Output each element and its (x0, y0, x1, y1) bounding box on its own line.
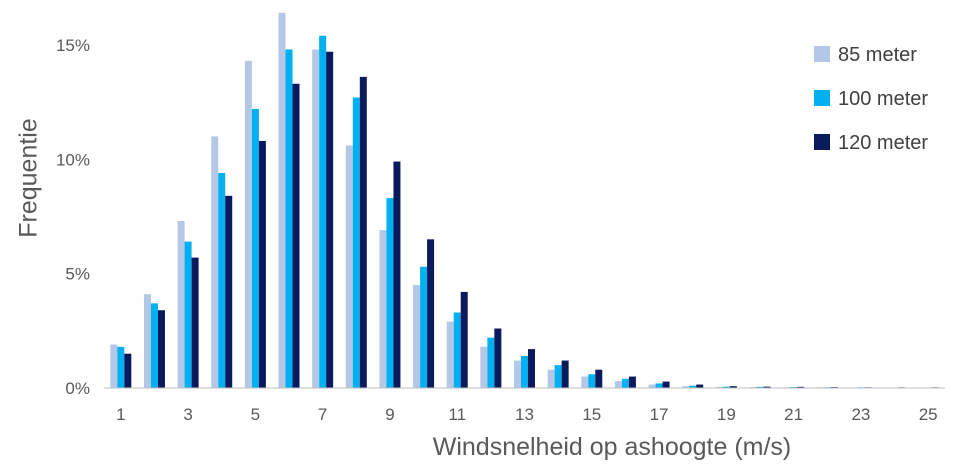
bar-85-meter-19 (715, 386, 723, 388)
bar-85-meter-15 (581, 376, 589, 388)
bar-85-meter-6 (278, 12, 286, 388)
bar-120-meter-20 (763, 386, 771, 388)
bar-120-meter-19 (729, 386, 737, 388)
bar-85-meter-18 (682, 386, 690, 388)
x-tick-label: 9 (385, 405, 394, 424)
x-tick-label: 13 (515, 405, 534, 424)
bar-85-meter-14 (547, 369, 555, 388)
bar-120-meter-1 (124, 353, 132, 388)
x-tick-label: 3 (183, 405, 192, 424)
bar-85-meter-2 (143, 294, 151, 388)
bar-85-meter-10 (413, 285, 421, 388)
bar-120-meter-14 (561, 360, 569, 388)
bar-100-meter-16 (621, 378, 629, 388)
bar-120-meter-18 (696, 384, 704, 388)
bar-100-meter-2 (150, 303, 158, 388)
bar-120-meter-13 (528, 349, 535, 388)
bar-120-meter-9 (393, 161, 401, 388)
bar-100-meter-15 (588, 374, 596, 388)
bar-120-meter-4 (225, 195, 233, 388)
bar-100-meter-1 (117, 346, 125, 388)
bar-85-meter-11 (446, 321, 454, 388)
bar-85-meter-1 (110, 344, 118, 388)
bar-120-meter-15 (595, 369, 603, 388)
x-tick-label: 17 (650, 405, 669, 424)
bar-85-meter-16 (614, 381, 622, 388)
bar-100-meter-10 (420, 266, 428, 388)
bar-120-meter-21 (797, 386, 805, 388)
legend-swatch (814, 46, 830, 62)
bar-85-meter-4 (211, 136, 219, 389)
bar-120-meter-17 (662, 381, 670, 388)
bar-100-meter-19 (722, 386, 730, 388)
x-axis-label: Windsnelheid op ashoogte (m/s) (433, 433, 792, 461)
bar-100-meter-5 (251, 108, 259, 389)
bar-100-meter-4 (218, 172, 226, 388)
legend: 85 meter 100 meter 120 meter (814, 44, 928, 154)
bar-120-meter-11 (460, 291, 468, 388)
bar-85-meter-8 (345, 145, 353, 388)
bar-85-meter-5 (244, 60, 252, 388)
x-tick-label: 21 (784, 405, 803, 424)
y-tick-label: 10% (56, 150, 90, 169)
bar-120-meter-10 (427, 239, 435, 388)
bar-85-meter-3 (177, 221, 185, 388)
x-tick-label: 11 (448, 405, 466, 424)
bar-85-meter-12 (480, 346, 488, 388)
bar-100-meter-17 (655, 383, 663, 388)
bar-85-meter-13 (514, 360, 521, 388)
bar-120-meter-16 (628, 376, 636, 388)
legend-label: 100 meter (838, 88, 928, 110)
bar-120-meter-6 (292, 83, 300, 388)
y-tick-label: 15% (56, 36, 90, 55)
x-tick-label: 1 (116, 405, 125, 424)
x-tick-label: 7 (318, 405, 327, 424)
x-tick-label: 23 (851, 405, 870, 424)
bar-100-meter-7 (319, 35, 327, 388)
bar-100-meter-20 (756, 386, 764, 388)
bars-group (110, 12, 939, 389)
x-tick-label: 25 (919, 405, 938, 424)
bar-120-meter-5 (258, 140, 266, 388)
x-tick-label: 19 (717, 405, 736, 424)
bar-120-meter-3 (191, 257, 199, 388)
x-tick-label: 5 (251, 405, 260, 424)
bar-100-meter-13 (521, 355, 528, 388)
bar-100-meter-3 (184, 241, 192, 388)
bar-100-meter-12 (487, 337, 495, 388)
x-tick-label: 15 (582, 405, 601, 424)
y-tick-label: 0% (65, 379, 90, 398)
bar-85-meter-7 (312, 49, 320, 388)
x-tick-labels: 1 3 5 7 9 11 13 15 17 19 21 23 25 (116, 405, 938, 424)
bar-100-meter-9 (386, 198, 394, 388)
bar-100-meter-14 (554, 365, 562, 389)
bar-120-meter-7 (326, 51, 334, 389)
bar-100-meter-8 (352, 97, 360, 389)
bar-120-meter-2 (157, 310, 165, 388)
legend-swatch (814, 90, 830, 106)
y-axis-label: Frequentie (15, 118, 43, 238)
bar-100-meter-11 (453, 312, 461, 388)
y-tick-labels: 0% 5% 10% 15% (56, 36, 90, 398)
bar-120-meter-12 (494, 328, 502, 388)
bar-85-meter-17 (648, 384, 656, 388)
bar-100-meter-6 (285, 49, 293, 388)
y-tick-label: 5% (65, 265, 90, 284)
bar-85-meter-9 (379, 230, 387, 388)
bar-100-meter-18 (689, 385, 697, 388)
legend-swatch (814, 134, 830, 150)
bar-120-meter-8 (359, 76, 367, 389)
legend-label: 85 meter (838, 44, 917, 66)
legend-label: 120 meter (838, 132, 928, 154)
